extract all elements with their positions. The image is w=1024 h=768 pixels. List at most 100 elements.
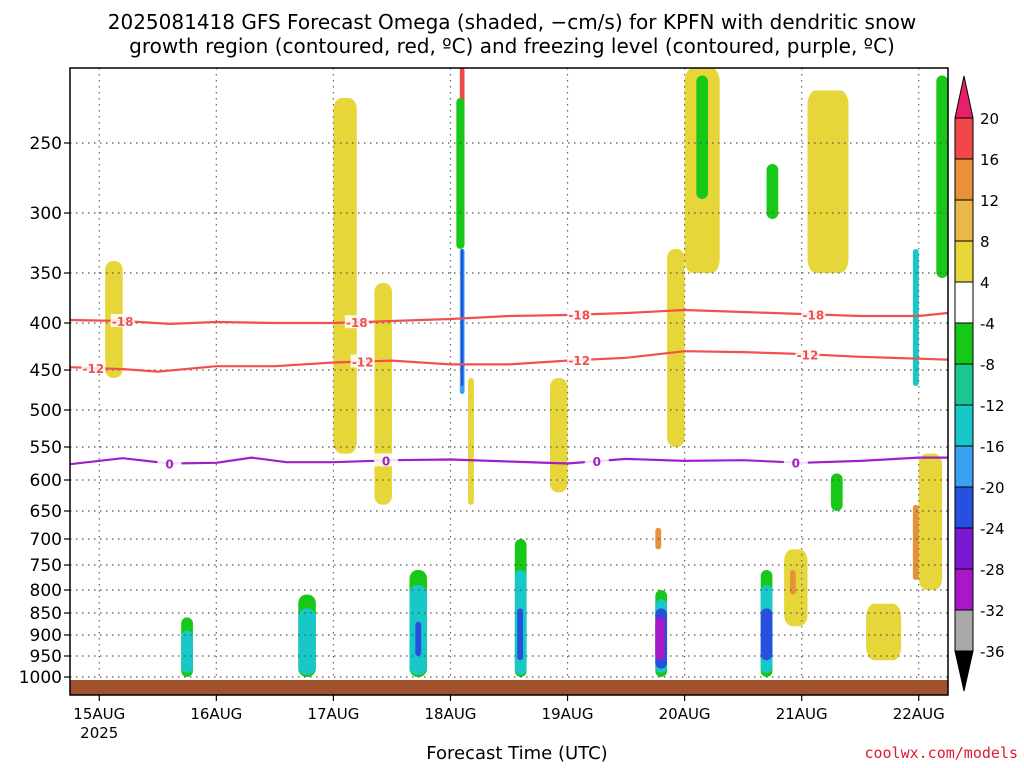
colorbar-bottom-arrow (954, 650, 974, 692)
colorbar-label-8: -16 (980, 438, 1005, 456)
y-tick-label-500: 500 (30, 401, 62, 421)
y-tick-label-450: 450 (30, 361, 62, 381)
colorbar-label-2: 12 (980, 192, 999, 210)
contour-label-1-0: -12 (83, 362, 105, 376)
colorbar-swatch-2 (954, 199, 974, 242)
contour-label-bg (110, 314, 135, 327)
colorbar-label-1: 16 (980, 151, 999, 169)
contour-label-2-2: 0 (593, 455, 601, 469)
omega-shade-31 (181, 630, 193, 673)
contour-label-bg (783, 455, 808, 469)
colorbar-label-5: -4 (980, 315, 995, 333)
contour-label-bg (344, 315, 369, 329)
colorbar-swatch-6 (954, 363, 974, 406)
plot-area: -18 -18 -18 -18 -12 -12 -12 -12 0 0 0 0 (70, 68, 948, 695)
omega-shade-3 (766, 164, 779, 219)
colorbar-swatch-4 (954, 281, 974, 324)
contour-label-2-3: 0 (792, 457, 800, 471)
contour-label-0-1: -18 (346, 316, 368, 330)
contour-label-bg (795, 347, 820, 361)
colorbar-label-0: 20 (980, 110, 999, 128)
contour-2 (70, 456, 948, 466)
omega-shade-7 (912, 249, 919, 386)
colorbar-swatch-11 (954, 568, 974, 611)
y-tick-label-350: 350 (30, 264, 62, 284)
y-tick-label-550: 550 (30, 438, 62, 458)
contour-label-0-3: -18 (803, 308, 825, 322)
contour-label-bg (157, 456, 182, 470)
colorbar-swatch-8 (954, 445, 974, 488)
omega-shade-26 (655, 617, 665, 661)
omega-shade-16 (549, 378, 568, 493)
colorbar-label-4: 4 (980, 274, 990, 292)
contour-label-0-2: -18 (568, 309, 590, 323)
y-tick-label-700: 700 (30, 530, 62, 550)
contour-label-1-1: -12 (352, 356, 374, 370)
contour-label-bg (374, 453, 399, 467)
colorbar-swatch-1 (954, 158, 974, 201)
x-tick-label-16AUG: 16AUG (190, 705, 242, 723)
colorbar-label-11: -28 (980, 561, 1005, 579)
x-axis-label: Forecast Time (UTC) (426, 743, 608, 764)
y-tick-label-650: 650 (30, 502, 62, 522)
omega-shade-19 (866, 603, 902, 661)
y-tick-label-400: 400 (30, 314, 62, 334)
colorbar-swatch-10 (954, 527, 974, 570)
colorbar-label-3: 8 (980, 233, 990, 251)
plot-frame (69, 67, 949, 696)
colorbar-label-6: -8 (980, 356, 995, 374)
colorbar-top-arrow (954, 75, 974, 119)
colorbar-swatch-3 (954, 240, 974, 283)
colorbar-swatch-9 (954, 486, 974, 529)
omega-shade-11 (456, 98, 465, 249)
omega-shade-33 (298, 608, 316, 675)
y-tick-label-950: 950 (30, 647, 62, 667)
colorbar-label-13: -36 (980, 643, 1005, 661)
x-tick-label-20AUG: 20AUG (659, 705, 711, 723)
x-tick-label-15AUG: 15AUG (73, 705, 125, 723)
colorbar-label-9: -20 (980, 479, 1005, 497)
x-tick-label-18AUG: 18AUG (424, 705, 476, 723)
x-tick-label-17AUG: 17AUG (307, 705, 359, 723)
contour-label-2-1: 0 (382, 454, 390, 468)
omega-shade-4 (936, 75, 948, 278)
omega-shade-18 (912, 504, 919, 580)
colorbar-swatch-5 (954, 322, 974, 365)
y-tick-label-300: 300 (30, 204, 62, 224)
contour-label-bg (801, 307, 826, 321)
y-tick-label-250: 250 (30, 134, 62, 154)
omega-shade-36 (415, 621, 422, 656)
x-tick-label-19AUG: 19AUG (542, 705, 594, 723)
omega-shade-22 (830, 473, 843, 511)
contour-1 (70, 350, 948, 373)
omega-shade-15 (468, 378, 474, 505)
omega-shade-2 (807, 90, 849, 273)
contour-label-0-0: -18 (112, 315, 134, 329)
contour-label-bg (567, 353, 592, 367)
x-tick-year: 2025 (80, 724, 118, 742)
omega-shade-17 (918, 453, 943, 590)
colorbar-swatch-12 (954, 609, 974, 652)
contour-label-bg (584, 454, 609, 468)
x-tick-label-21AUG: 21AUG (776, 705, 828, 723)
contour-label-bg (350, 354, 375, 368)
colorbar-label-7: -12 (980, 397, 1005, 415)
colorbar-swatch-0 (954, 117, 974, 160)
contour-label-bg (567, 307, 592, 321)
x-tick-label-22AUG: 22AUG (893, 705, 945, 723)
colorbar-label-10: -24 (980, 520, 1005, 538)
contour-label-1-2: -12 (568, 354, 590, 368)
omega-shade-14 (374, 283, 392, 505)
omega-shade-13 (333, 98, 357, 454)
omega-shade-29 (760, 608, 773, 661)
contour-label-2-0: 0 (165, 458, 173, 472)
y-tick-label-800: 800 (30, 581, 62, 601)
y-tick-label-900: 900 (30, 626, 62, 646)
y-tick-label-1000: 1000 (19, 668, 62, 688)
contour-label-1-3: -12 (797, 348, 819, 362)
credit-text: coolwx.com/models (864, 744, 1018, 762)
omega-shade-6 (667, 249, 685, 447)
omega-shade-21 (789, 570, 796, 595)
colorbar-swatch-7 (954, 404, 974, 447)
